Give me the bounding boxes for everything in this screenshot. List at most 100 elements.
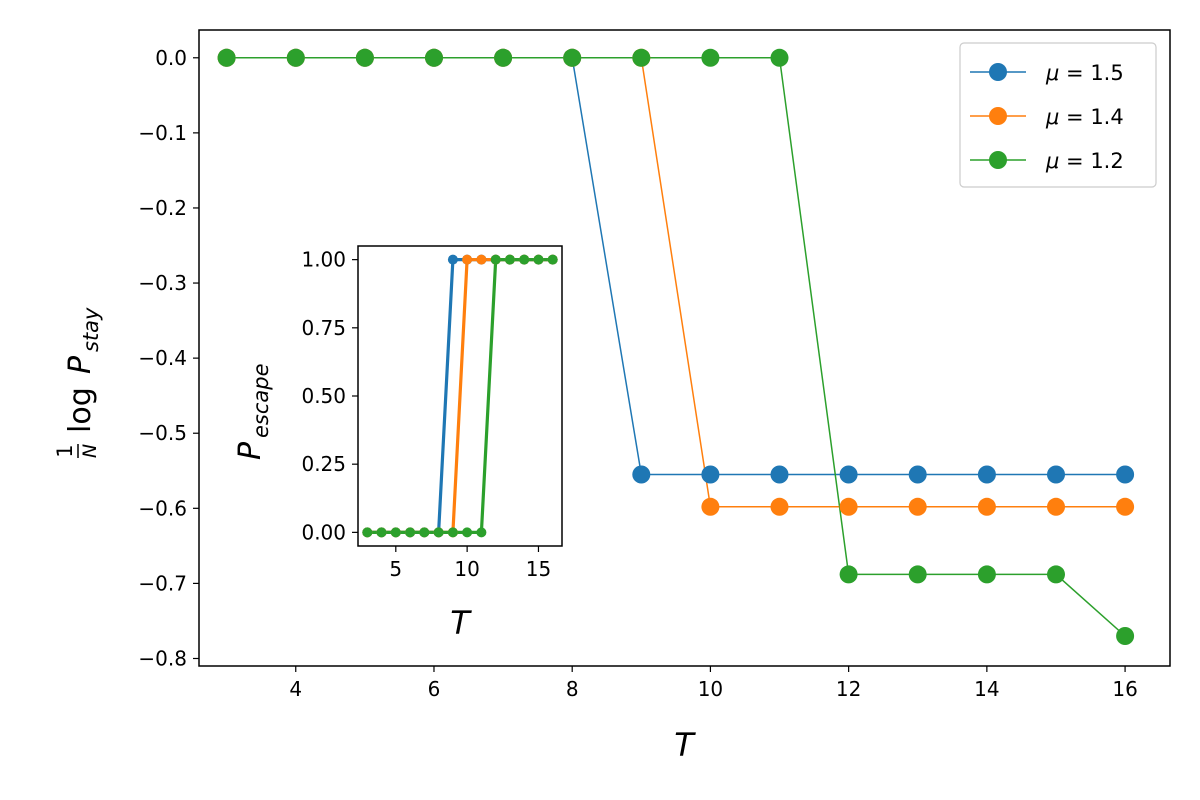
main-point-blue-15 [1047, 465, 1065, 484]
main-y-ticks: 0.0 −0.1 −0.2 −0.3 −0.4 −0.5 −0.6 −0.7 −0.8 [138, 46, 199, 670]
inset-x-tick-label: 5 [389, 557, 402, 581]
inset-point-green-12 [490, 254, 501, 265]
main-x-ticks: 4 6 8 10 12 14 16 [289, 666, 1138, 701]
main-point-green-14 [977, 565, 996, 584]
main-y-tick-label: −0.2 [138, 196, 187, 220]
main-point-blue-9 [632, 465, 651, 484]
main-x-tick-label: 6 [428, 677, 441, 701]
inset-point-green-10 [462, 527, 473, 538]
main-point-blue-12 [839, 465, 858, 484]
legend-entry-green: μ = 1.2 [970, 149, 1124, 173]
y-title-p: P [63, 355, 98, 374]
main-x-tick-label: 10 [698, 677, 723, 701]
main-point-green-5 [355, 48, 374, 67]
inset-y-tick-label: 0.75 [301, 316, 346, 340]
main-x-tick-label: 4 [289, 677, 302, 701]
main-point-blue-13 [908, 465, 927, 484]
legend-entry-orange: μ = 1.4 [970, 105, 1124, 129]
legend: μ = 1.5 μ = 1.4 μ = 1.2 [959, 42, 1157, 188]
y-title-sub: stay [79, 307, 103, 352]
main-series-lines [226, 57, 1126, 637]
inset-series-markers [362, 254, 558, 538]
main-point-green-7 [494, 48, 513, 67]
y-title-log: log [63, 387, 98, 433]
y-title-frac-den: N [79, 444, 101, 458]
legend-label: μ = 1.4 [1045, 105, 1124, 129]
main-point-blue-14 [977, 465, 996, 484]
main-point-green-4 [286, 48, 305, 67]
inset-point-green-3 [362, 527, 373, 538]
main-point-orange-15 [1047, 497, 1065, 516]
main-point-orange-16 [1116, 497, 1135, 516]
main-x-tick-label: 14 [974, 677, 999, 701]
inset-point-green-4 [376, 527, 387, 538]
legend-marker-sample [989, 107, 1007, 125]
main-point-orange-13 [908, 497, 927, 516]
main-point-green-15 [1047, 565, 1065, 584]
inset-point-green-6 [405, 527, 416, 538]
main-y-tick-label: −0.5 [138, 421, 187, 445]
legend-marker-sample [989, 151, 1007, 169]
inset-y-tick-label: 0.50 [301, 384, 346, 408]
inset-point-green-11 [476, 527, 487, 538]
main-x-tick-label: 16 [1112, 677, 1137, 701]
main-series-green-line [226, 57, 1126, 637]
main-y-tick-label: −0.6 [138, 496, 187, 520]
inset-y-ticks: 0.00 0.25 0.50 0.75 1.00 [301, 248, 358, 544]
inset-point-green-8 [433, 527, 444, 538]
main-y-tick-label: −0.8 [138, 646, 187, 670]
main-x-tick-label: 8 [566, 677, 579, 701]
inset-point-green-16 [547, 254, 558, 265]
main-y-tick-label: −0.3 [138, 271, 187, 295]
main-chart: 4 6 8 10 12 14 16 0.0 −0.1 −0.2 −0.3 −0.4 −0.5 −0.6 −… [53, 29, 1171, 764]
inset-point-green-13 [504, 254, 515, 265]
main-series-markers [217, 48, 1135, 645]
main-point-orange-14 [977, 497, 996, 516]
inset-point-orange-10 [462, 254, 473, 265]
main-point-green-12 [839, 565, 858, 584]
inset-point-blue-9 [447, 254, 458, 265]
main-y-tick-label: 0.0 [155, 46, 187, 70]
inset-point-green-9 [447, 527, 458, 538]
inset-point-green-15 [533, 254, 544, 265]
inset-y-axis-title: P escape [233, 363, 273, 460]
main-x-tick-label: 12 [836, 677, 861, 701]
inset-y-tick-label: 0.00 [301, 520, 346, 544]
main-point-green-9 [632, 48, 651, 67]
inset-y-tick-label: 0.25 [301, 452, 346, 476]
y-title-frac-num: 1 [53, 444, 77, 457]
main-y-axis-title: 1 N log P stay [53, 307, 103, 458]
main-point-blue-10 [701, 465, 720, 484]
inset-x-ticks: 5 10 15 [389, 546, 551, 581]
legend-label: μ = 1.2 [1045, 149, 1124, 173]
main-point-green-3 [217, 48, 236, 67]
main-point-green-16 [1116, 627, 1135, 645]
main-y-tick-label: −0.7 [138, 571, 187, 595]
main-point-green-8 [563, 48, 582, 67]
main-point-orange-12 [839, 497, 858, 516]
main-x-axis-title: T [674, 726, 696, 764]
inset-point-green-5 [390, 527, 401, 538]
main-y-tick-label: −0.4 [138, 346, 187, 370]
inset-y-title-sub: escape [249, 363, 273, 438]
main-y-tick-label: −0.1 [138, 121, 187, 145]
main-point-blue-16 [1116, 465, 1135, 484]
legend-entry-blue: μ = 1.5 [970, 61, 1124, 85]
main-point-orange-10 [701, 497, 720, 516]
main-point-green-11 [770, 48, 789, 67]
main-point-orange-11 [770, 497, 789, 516]
inset-y-title-p: P [233, 441, 268, 460]
inset-x-tick-label: 15 [526, 557, 551, 581]
main-point-green-6 [425, 48, 443, 67]
main-point-green-10 [701, 48, 720, 67]
main-point-green-13 [908, 565, 927, 584]
inset-y-tick-label: 1.00 [301, 248, 346, 272]
legend-label: μ = 1.5 [1045, 61, 1124, 85]
legend-marker-sample [989, 63, 1007, 81]
inset-point-green-7 [419, 527, 430, 538]
inset-chart: 5 10 15 0.00 0.25 0.50 0.75 1.00 T P escape [233, 245, 563, 642]
inset-point-orange-11 [476, 254, 487, 265]
inset-point-green-14 [519, 254, 530, 265]
main-point-blue-11 [770, 465, 789, 484]
